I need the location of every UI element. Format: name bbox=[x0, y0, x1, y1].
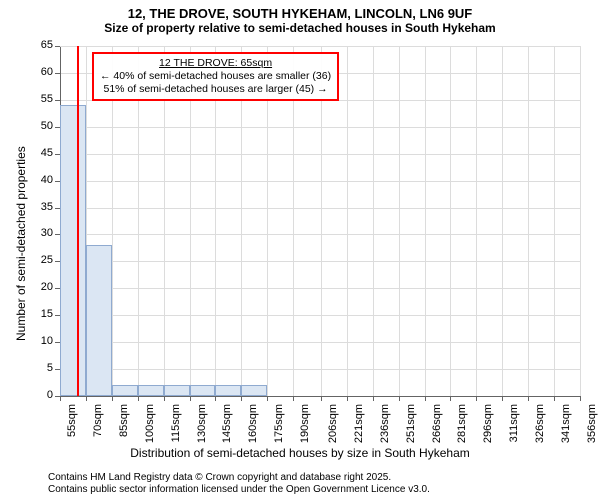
y-tick-label: 40 bbox=[25, 174, 53, 186]
y-tick-label: 5 bbox=[25, 362, 53, 374]
axis-border bbox=[580, 46, 581, 396]
x-tick-label: 251sqm bbox=[405, 404, 417, 444]
x-tick-mark bbox=[580, 396, 581, 401]
gridline-vertical bbox=[373, 46, 374, 396]
histogram-bar bbox=[190, 385, 216, 396]
footer-line-1: Contains HM Land Registry data © Crown c… bbox=[48, 472, 430, 484]
callout-line-2: ← 40% of semi-detached houses are smalle… bbox=[100, 70, 331, 83]
x-tick-label: 311sqm bbox=[508, 404, 520, 444]
x-tick-label: 190sqm bbox=[299, 404, 311, 444]
y-tick-label: 30 bbox=[25, 227, 53, 239]
footer-line-2: Contains public sector information licen… bbox=[48, 484, 430, 496]
x-tick-label: 100sqm bbox=[144, 404, 156, 444]
gridline-vertical bbox=[347, 46, 348, 396]
axis-border bbox=[60, 46, 580, 47]
x-tick-label: 326sqm bbox=[534, 404, 546, 444]
chart-title-block: 12, THE DROVE, SOUTH HYKEHAM, LINCOLN, L… bbox=[0, 0, 600, 35]
chart-title-main: 12, THE DROVE, SOUTH HYKEHAM, LINCOLN, L… bbox=[0, 6, 600, 21]
y-tick-label: 65 bbox=[25, 39, 53, 51]
property-size-chart: 12, THE DROVE, SOUTH HYKEHAM, LINCOLN, L… bbox=[0, 0, 600, 500]
y-tick-label: 0 bbox=[25, 389, 53, 401]
gridline-vertical bbox=[450, 46, 451, 396]
x-tick-label: 221sqm bbox=[353, 404, 365, 444]
x-tick-label: 175sqm bbox=[273, 404, 285, 444]
y-tick-label: 50 bbox=[25, 120, 53, 132]
callout-line-3: 51% of semi-detached houses are larger (… bbox=[100, 83, 331, 96]
axis-border bbox=[60, 396, 580, 397]
y-tick-label: 25 bbox=[25, 254, 53, 266]
x-tick-label: 160sqm bbox=[247, 404, 259, 444]
x-tick-label: 85sqm bbox=[118, 404, 130, 444]
property-marker-line bbox=[77, 46, 79, 396]
chart-title-sub: Size of property relative to semi-detach… bbox=[0, 21, 600, 35]
x-tick-label: 341sqm bbox=[560, 404, 572, 444]
x-tick-label: 130sqm bbox=[196, 404, 208, 444]
y-tick-label: 10 bbox=[25, 335, 53, 347]
histogram-bar bbox=[215, 385, 241, 396]
x-axis-label: Distribution of semi-detached houses by … bbox=[0, 446, 600, 460]
x-tick-label: 206sqm bbox=[327, 404, 339, 444]
x-tick-label: 55sqm bbox=[66, 404, 78, 444]
callout-line-1: 12 THE DROVE: 65sqm bbox=[100, 57, 331, 70]
histogram-bar bbox=[60, 105, 86, 396]
x-tick-label: 145sqm bbox=[221, 404, 233, 444]
x-tick-label: 115sqm bbox=[170, 404, 182, 444]
histogram-bar bbox=[86, 245, 112, 396]
gridline-vertical bbox=[502, 46, 503, 396]
histogram-bar bbox=[138, 385, 164, 396]
gridline-vertical bbox=[425, 46, 426, 396]
x-tick-label: 356sqm bbox=[586, 404, 598, 444]
gridline-vertical bbox=[399, 46, 400, 396]
histogram-bar bbox=[241, 385, 267, 396]
x-tick-label: 296sqm bbox=[482, 404, 494, 444]
gridline-vertical bbox=[554, 46, 555, 396]
y-tick-label: 60 bbox=[25, 66, 53, 78]
histogram-bar bbox=[112, 385, 138, 396]
property-callout: 12 THE DROVE: 65sqm← 40% of semi-detache… bbox=[92, 52, 339, 101]
y-tick-label: 55 bbox=[25, 93, 53, 105]
gridline-vertical bbox=[528, 46, 529, 396]
y-tick-label: 15 bbox=[25, 308, 53, 320]
histogram-bar bbox=[164, 385, 190, 396]
footer-attribution: Contains HM Land Registry data © Crown c… bbox=[48, 472, 430, 496]
x-tick-label: 70sqm bbox=[92, 404, 104, 444]
y-tick-label: 20 bbox=[25, 281, 53, 293]
plot-area: 0510152025303540455055606555sqm70sqm85sq… bbox=[60, 46, 580, 396]
gridline-vertical bbox=[476, 46, 477, 396]
y-tick-label: 35 bbox=[25, 201, 53, 213]
x-tick-label: 266sqm bbox=[431, 404, 443, 444]
y-tick-label: 45 bbox=[25, 147, 53, 159]
x-tick-label: 236sqm bbox=[379, 404, 391, 444]
x-tick-label: 281sqm bbox=[456, 404, 468, 444]
